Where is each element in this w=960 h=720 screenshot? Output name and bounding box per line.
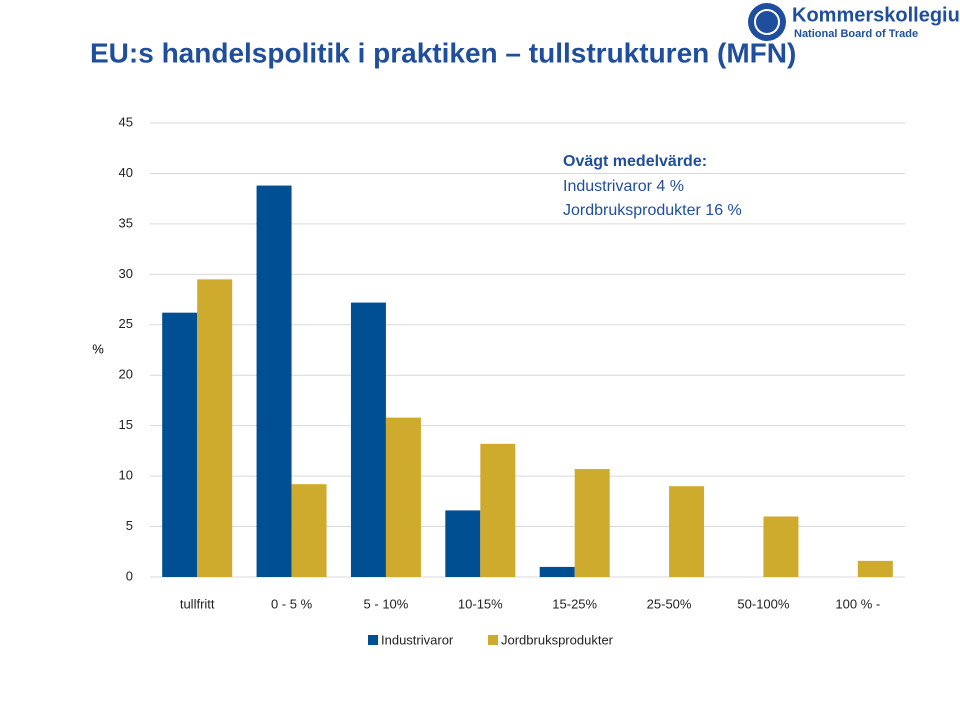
bar [480, 443, 516, 577]
x-tick-label: 10-15% [458, 596, 503, 611]
x-tick-label: 50-100% [737, 596, 789, 611]
bar [539, 566, 575, 577]
bar [445, 510, 481, 577]
legend-swatch [488, 635, 498, 645]
x-tick-label: tullfritt [180, 596, 215, 611]
legend-label: Jordbruksprodukter [501, 632, 614, 647]
logo-subtitle: National Board of Trade [794, 28, 918, 40]
y-tick-label: 15 [119, 417, 133, 432]
annotation-line: Jordbruksprodukter 16 % [563, 202, 742, 219]
bar [857, 560, 893, 577]
y-tick-label: 40 [119, 165, 133, 180]
x-tick-label: 0 - 5 % [271, 596, 313, 611]
y-axis-label: % [92, 341, 104, 356]
x-tick-label: 100 % - [835, 596, 880, 611]
bar [197, 279, 233, 577]
bar [385, 417, 421, 577]
bar [291, 484, 327, 577]
annotation-line: Industrivaror 4 % [563, 178, 684, 195]
x-tick-label: 5 - 10% [364, 596, 409, 611]
annotation-heading: Ovägt medelvärde: [563, 153, 707, 170]
logo-emblem [748, 3, 786, 41]
x-tick-label: 25-50% [647, 596, 692, 611]
y-tick-label: 30 [119, 266, 133, 281]
legend-swatch [368, 635, 378, 645]
x-tick-label: 15-25% [552, 596, 597, 611]
bar [256, 185, 292, 577]
bar [350, 302, 386, 577]
y-tick-label: 5 [126, 518, 133, 533]
logo-emblem-ring [754, 9, 780, 35]
bar [669, 486, 705, 577]
bar [162, 312, 198, 577]
bar [574, 469, 610, 577]
y-tick-label: 25 [119, 316, 133, 331]
y-tick-label: 0 [126, 568, 133, 583]
y-tick-label: 20 [119, 367, 133, 382]
y-tick-label: 35 [119, 215, 133, 230]
y-tick-label: 45 [119, 114, 133, 129]
chart-title: EU:s handelspolitik i praktiken – tullst… [90, 37, 796, 68]
bar [763, 516, 799, 577]
logo-name: Kommerskollegium [792, 4, 960, 26]
legend-label: Industrivaror [381, 632, 454, 647]
y-tick-label: 10 [119, 468, 133, 483]
